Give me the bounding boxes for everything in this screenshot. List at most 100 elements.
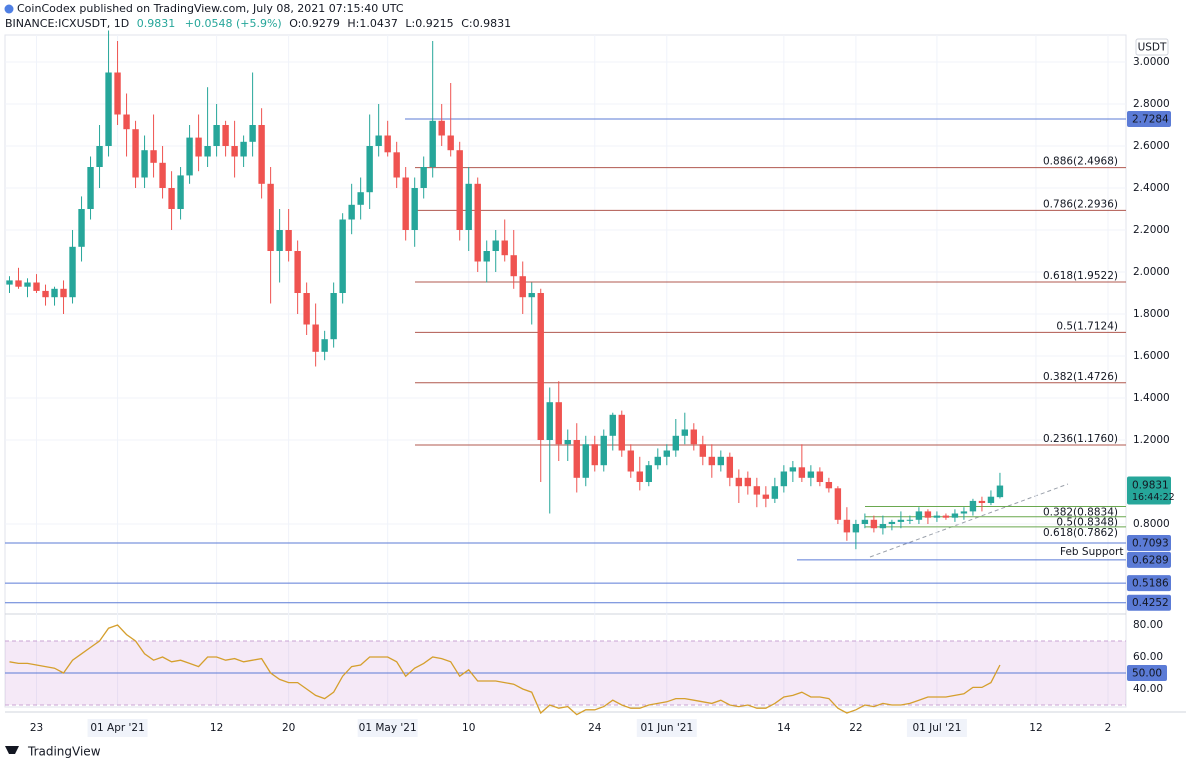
candle-body [483, 251, 490, 262]
candle-body [186, 137, 193, 176]
candle-body [141, 150, 148, 178]
candle-body [132, 129, 139, 178]
candle-body [177, 175, 184, 210]
level-label: 0.7093 [1132, 538, 1169, 550]
candle-body [627, 450, 634, 472]
candle-body [528, 293, 535, 298]
candle-body [726, 456, 734, 478]
candle-body [537, 293, 544, 441]
candle-body [915, 511, 923, 520]
x-tick-bg [87, 719, 148, 737]
candle-body [960, 511, 968, 514]
candle-body [654, 456, 661, 466]
axes: 23 01 Apr '21 12 20 01 May '21 10 24 01 Jun '21… [30, 56, 1175, 737]
candle-body [942, 515, 950, 518]
candle-body [708, 456, 716, 466]
candle-body [555, 402, 562, 445]
rsi-level-bg [1127, 665, 1167, 681]
candle-body [195, 137, 202, 157]
candle-body [384, 135, 391, 153]
candle-body [312, 324, 319, 352]
candle-body [645, 465, 652, 483]
y-tick-label: 1.4000 [1133, 392, 1170, 404]
y-tick-label: 1.2000 [1133, 434, 1170, 446]
x-tick-bg [906, 719, 967, 737]
candle-body [276, 230, 283, 252]
rsi-line [9, 624, 1001, 716]
candle-body [447, 135, 454, 151]
level-label: 0.5186 [1132, 578, 1169, 590]
x-tick-label: 01 Jun '21 [640, 722, 693, 734]
candle-body [240, 141, 247, 157]
candle-body [519, 276, 526, 298]
candle-body [897, 519, 905, 522]
legend-open: O:0.9279 [289, 17, 340, 30]
candle-body [87, 167, 94, 210]
fib-label: 0.886(2.4968) [1043, 156, 1118, 168]
level-label: 2.7284 [1132, 114, 1169, 126]
legend-high: H:1.0437 [347, 17, 397, 30]
candle-body [96, 146, 103, 168]
candle-body [393, 152, 400, 178]
candle-body [114, 72, 121, 115]
level-label: 0.4252 [1132, 597, 1169, 609]
brand-logo [5, 746, 19, 754]
candle-body [267, 183, 274, 252]
candle-body [906, 519, 914, 521]
candle-body [78, 209, 85, 247]
x-tick-bg [636, 719, 697, 737]
candle-body [636, 471, 643, 483]
level-label-bg [1127, 551, 1171, 568]
fib-label: 0.618(1.9522) [1043, 270, 1118, 282]
currency-box[interactable] [1135, 38, 1169, 56]
candle-body [618, 414, 625, 451]
candle-body [834, 488, 842, 520]
candle-body [816, 471, 824, 483]
x-tick-label: 14 [777, 722, 791, 734]
candle-body [15, 280, 22, 287]
candle-body [762, 494, 770, 499]
candle-body [753, 486, 761, 495]
x-tick-label: 10 [462, 722, 475, 734]
candle-body [582, 444, 589, 478]
x-tick-label: 01 Apr '21 [90, 722, 144, 734]
candle-body [987, 496, 995, 504]
candle-body [69, 246, 76, 298]
fib-label: 0.382(0.8834) [1043, 506, 1118, 518]
y-tick-label: 2.0000 [1133, 266, 1170, 278]
legend-close: C:0.9831 [461, 17, 511, 30]
candle-body [366, 146, 373, 193]
x-tick-label: 22 [849, 722, 862, 734]
candle-body [231, 146, 238, 157]
logo [4, 4, 14, 14]
candle-body [6, 280, 13, 285]
level-label-bg [1127, 594, 1171, 611]
candle-body [339, 219, 346, 294]
rsi-level-label: 50.00 [1132, 668, 1162, 680]
x-tick-label: 23 [30, 722, 43, 734]
candle-body [879, 524, 887, 529]
trendline [869, 483, 1069, 558]
y-tick-label: 2.4000 [1133, 182, 1170, 194]
candle-body [573, 440, 580, 478]
countdown: 16:44:22 [1132, 492, 1175, 503]
candle-body [285, 230, 292, 252]
candle-body [321, 339, 328, 352]
candle-body [807, 471, 815, 478]
candle-body [510, 255, 517, 277]
candle-body [150, 150, 157, 163]
candle-body [798, 467, 806, 478]
y-tick-label: 2.2000 [1133, 224, 1170, 236]
candle-body [402, 177, 409, 231]
candle-body [492, 240, 499, 252]
candle-body [330, 293, 337, 340]
y-tick-label: 2.6000 [1133, 140, 1170, 152]
level-label-bg [1127, 575, 1171, 592]
y-tick-label: 3.0000 [1133, 56, 1170, 68]
candle-body [996, 485, 1004, 498]
candle-body [213, 125, 220, 147]
candle-body [735, 477, 743, 487]
candle-body [771, 486, 779, 499]
rsi-tick-label: 80.00 [1133, 619, 1163, 631]
